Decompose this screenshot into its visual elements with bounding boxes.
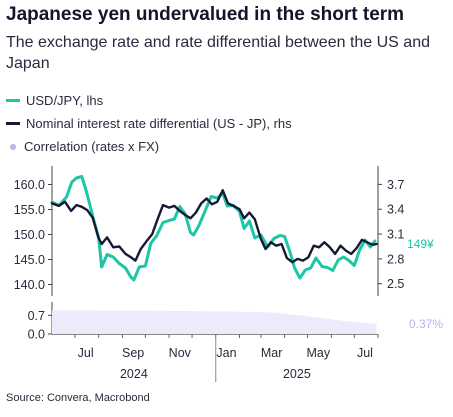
legend-item-correlation: Correlation (rates x FX) bbox=[6, 139, 159, 154]
year-label-2025: 2025 bbox=[283, 367, 311, 381]
correlation-area bbox=[52, 310, 377, 334]
legend-dot-correlation bbox=[10, 143, 16, 150]
usdjpy-end-label: 149¥ bbox=[407, 237, 434, 251]
x-tick-label: Jul bbox=[78, 346, 94, 360]
left-tick-label: 160.0 bbox=[14, 178, 45, 192]
legend-swatch-usdjpy bbox=[6, 99, 20, 102]
chart-title: Japanese yen undervalued in the short te… bbox=[6, 4, 405, 25]
x-tick-label: Jul bbox=[357, 346, 373, 360]
legend-label-usdjpy: USD/JPY, lhs bbox=[26, 93, 104, 108]
left-tick-label: 150.0 bbox=[14, 228, 45, 242]
usdjpy-line bbox=[50, 175, 377, 282]
left-tick-label: 145.0 bbox=[14, 253, 45, 267]
x-tick-label: Nov bbox=[169, 346, 192, 360]
x-tick-label: Mar bbox=[261, 346, 283, 360]
right-tick-label: 3.1 bbox=[387, 228, 404, 242]
legend-label-correlation: Correlation (rates x FX) bbox=[24, 139, 160, 154]
right-tick-label: 2.5 bbox=[387, 277, 404, 291]
source-note: Source: Convera, Macrobond bbox=[6, 392, 150, 404]
corr-tick-label: 0.0 bbox=[28, 328, 45, 342]
year-label-2024: 2024 bbox=[120, 367, 148, 381]
chart-subtitle: The exchange rate and rate differential … bbox=[6, 34, 430, 72]
right-tick-label: 3.7 bbox=[387, 178, 404, 192]
legend-label-rate-differential: Nominal interest rate differential (US -… bbox=[26, 116, 292, 131]
legend-item-rate-differential: Nominal interest rate differential (US -… bbox=[6, 116, 292, 131]
legend-swatch-rate-differential bbox=[6, 122, 20, 125]
corr-tick-label: 0.7 bbox=[28, 309, 45, 323]
right-tick-label: 2.8 bbox=[387, 252, 404, 266]
x-tick-label: Sep bbox=[122, 346, 144, 360]
x-tick-label: May bbox=[306, 346, 330, 360]
left-tick-label: 155.0 bbox=[14, 203, 45, 217]
rate-differential-line bbox=[50, 188, 378, 264]
correlation-end-label: 0.37% bbox=[409, 317, 443, 331]
legend-item-usdjpy: USD/JPY, lhs bbox=[6, 93, 103, 108]
left-tick-label: 140.0 bbox=[14, 278, 45, 292]
right-tick-label: 3.4 bbox=[387, 203, 404, 217]
x-tick-label: Jan bbox=[216, 346, 236, 360]
